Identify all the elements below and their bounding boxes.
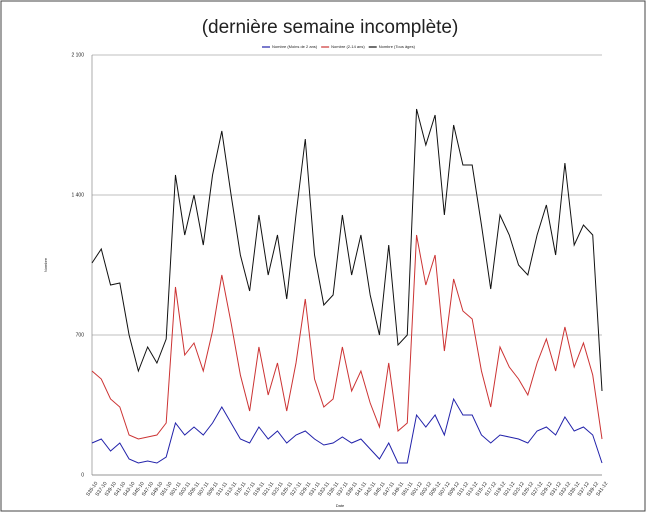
y-tick-label: 0: [81, 472, 84, 478]
legend-label: Nombre (Moins de 2 ans): [272, 44, 318, 49]
series-line: [91, 397, 603, 464]
y-tick-label: 2 100: [71, 52, 84, 58]
legend-label: Nombre (2-14 ans): [331, 44, 365, 49]
y-tick-label: 1 400: [71, 192, 84, 198]
y-axis-label: Nombre: [43, 257, 48, 272]
series-line: [91, 108, 603, 392]
y-tick-label: 700: [76, 332, 85, 338]
legend-label: Nombre (Tous âges): [379, 44, 416, 49]
x-axis-label: Date: [336, 503, 345, 508]
series-line: [91, 234, 603, 440]
chart-title: (dernière semaine incomplète): [202, 17, 459, 38]
